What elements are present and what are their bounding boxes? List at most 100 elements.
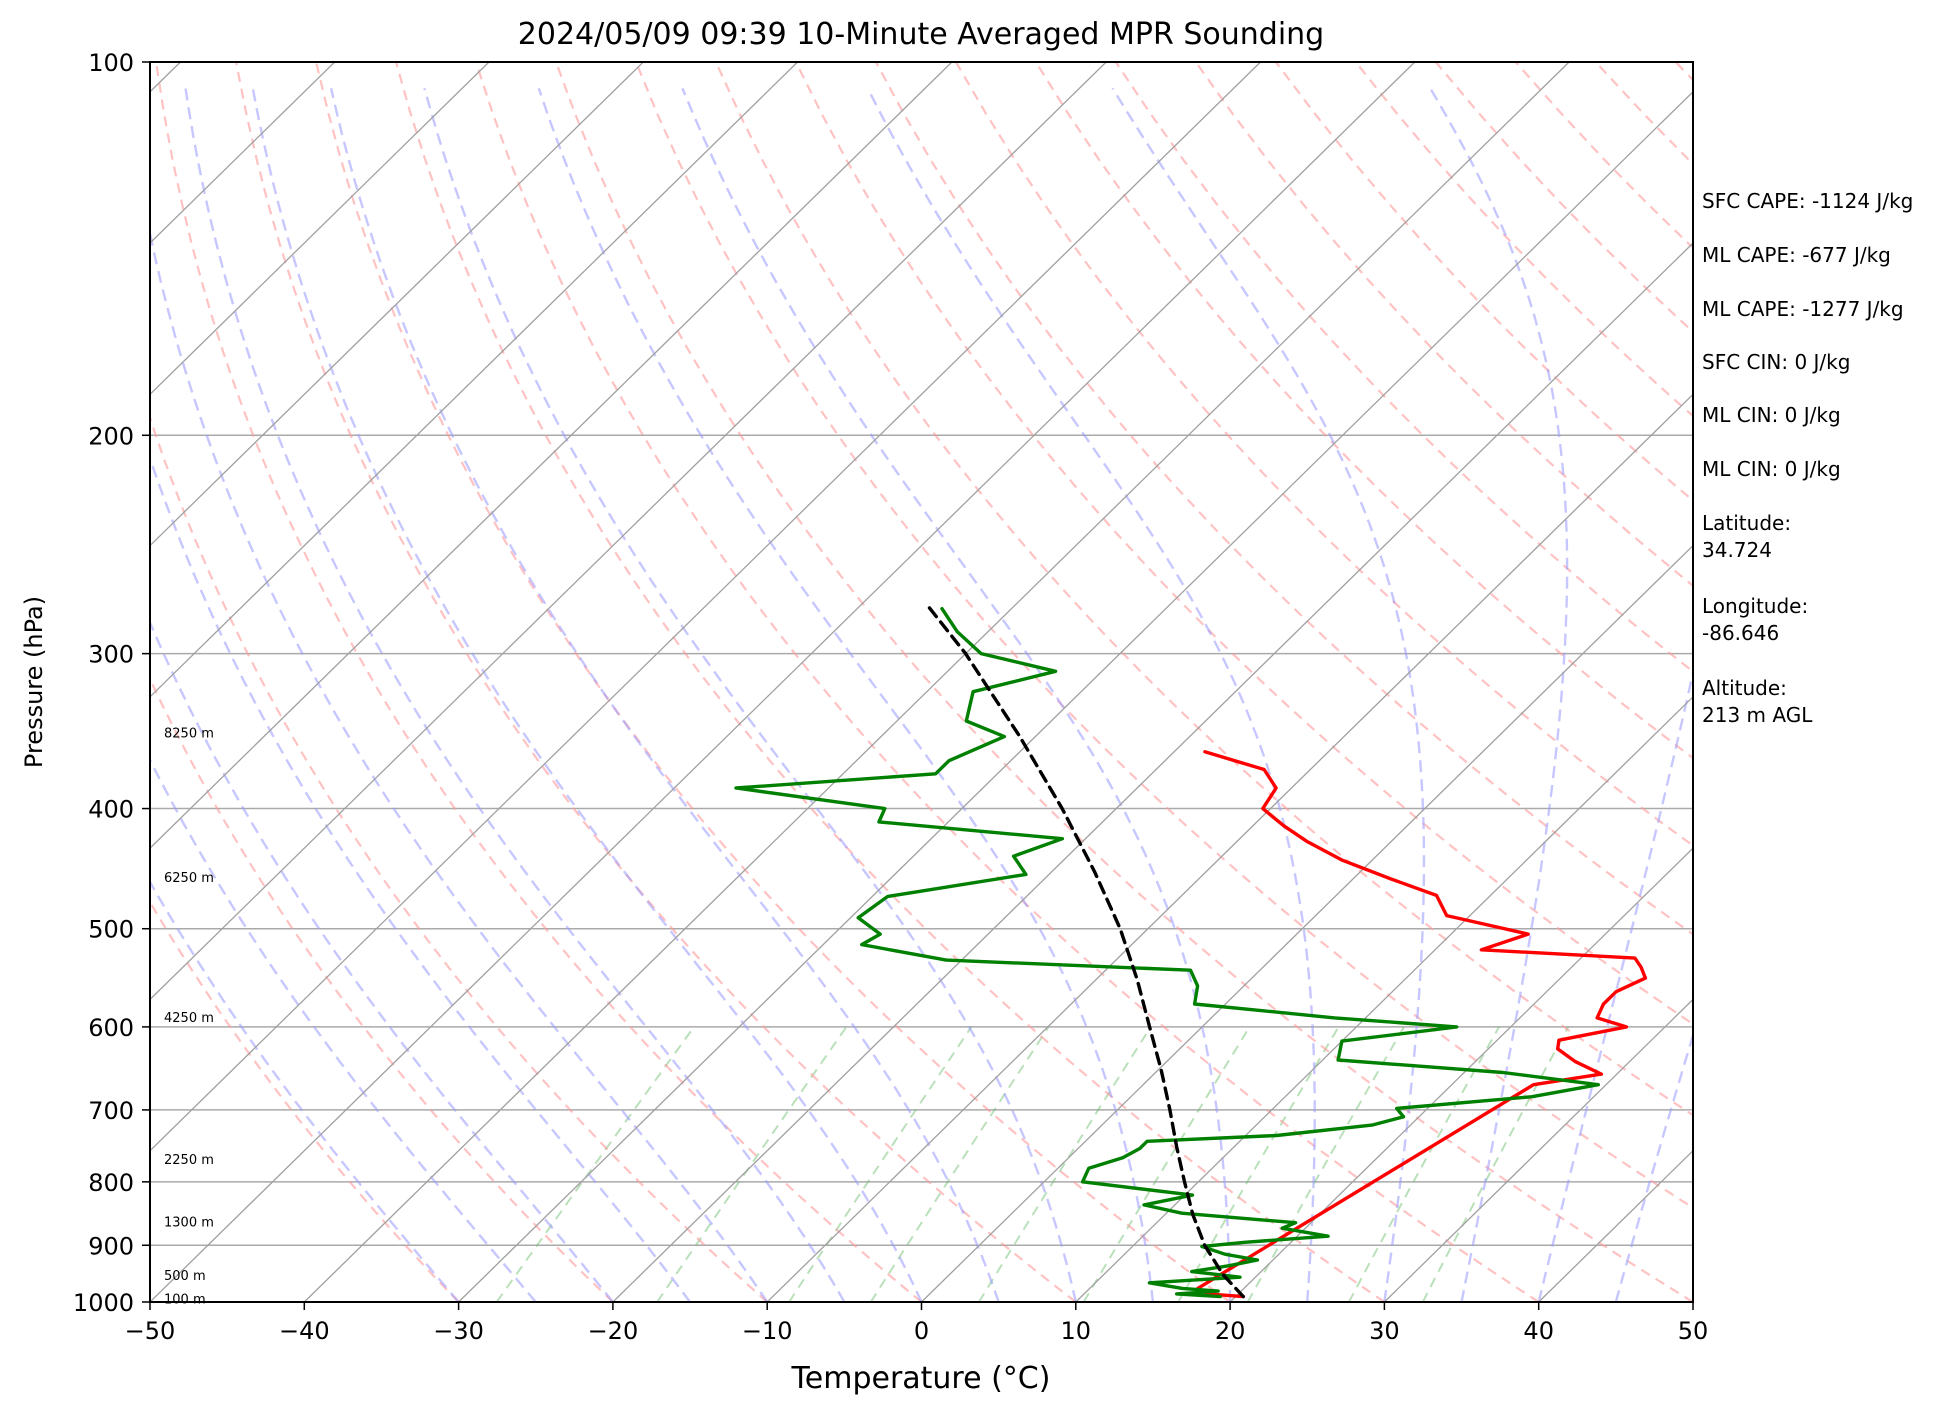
x-tick-label: 10 [1061, 1317, 1092, 1345]
isotherm-line [150, 62, 644, 547]
height-label: 1300 m [164, 1216, 214, 1231]
isotherm-line [150, 62, 799, 698]
moist-adiabat [150, 454, 691, 1302]
isotherm-line [150, 62, 490, 396]
dry-adiabat [874, 62, 1693, 936]
moist-adiabat [1111, 87, 1426, 1302]
isotherm-line [150, 62, 1261, 1152]
x-tick-label: 30 [1369, 1317, 1400, 1345]
altitude-text: Altitude: 213 m AGL [1702, 676, 1813, 727]
y-tick-label: 600 [88, 1014, 134, 1042]
dry-adiabat [554, 62, 1693, 1302]
x-tick-label: 0 [914, 1317, 929, 1345]
moist-adiabat [150, 879, 460, 1302]
dry-adiabat [954, 62, 1693, 847]
x-tick-label: 40 [1523, 1317, 1554, 1345]
isotherm-line [766, 393, 1693, 1302]
mixing-ratio-lines [495, 1026, 1570, 1302]
moist-adiabat [150, 619, 614, 1302]
dry-adiabat [315, 62, 1231, 1302]
moist-adiabat [681, 87, 1232, 1302]
y-axis-ticks: 100 200 300 400 500 600 700 800 900 1000 [73, 49, 150, 1317]
moist-adiabats [150, 87, 1693, 1302]
dry-adiabats [150, 62, 1693, 1302]
x-tick-label: −30 [433, 1317, 484, 1345]
mixing-ratio-line [656, 1026, 848, 1302]
y-tick-label: 300 [88, 641, 134, 669]
x-axis-label: Temperature (°C) [791, 1361, 1051, 1396]
latitude-text: Latitude: 34.724 [1702, 511, 1792, 562]
x-tick-label: −20 [588, 1317, 639, 1345]
dry-adiabat [150, 899, 460, 1302]
height-label: 8250 m [164, 727, 214, 742]
moist-adiabat [251, 88, 923, 1302]
dry-adiabat [394, 62, 1386, 1302]
dry-adiabat [474, 62, 1540, 1302]
profile-lines [734, 605, 1648, 1299]
y-tick-label: 400 [88, 796, 134, 824]
temperature-line [1196, 750, 1648, 1299]
dewpoint-line [734, 607, 1600, 1299]
dry-adiabat [714, 62, 1693, 1117]
dry-adiabat [155, 62, 923, 1302]
isobar-gridlines [150, 434, 1693, 1247]
isotherm-line [1383, 998, 1693, 1302]
isotherm-line [150, 62, 1416, 1302]
y-tick-label: 800 [88, 1169, 134, 1197]
moist-adiabat [329, 88, 1000, 1302]
moist-adiabat [150, 227, 769, 1302]
height-label: 6250 m [164, 871, 214, 886]
y-tick-label: 100 [88, 49, 134, 77]
y-tick-label: 900 [88, 1232, 134, 1260]
moist-adiabat [150, 757, 537, 1302]
x-tick-label: −10 [742, 1317, 793, 1345]
dry-adiabat [1114, 62, 1693, 673]
x-tick-label: −40 [279, 1317, 330, 1345]
skewed-isotherms [150, 62, 1693, 1302]
y-tick-label: 700 [88, 1097, 134, 1125]
ml-cape-text-2: ML CAPE: -1277 J/kg [1702, 297, 1904, 321]
height-labels: 8250 m 6250 m 4250 m 2250 m 1300 m 500 m 100 m [164, 727, 214, 1308]
height-label: 100 m [164, 1292, 206, 1307]
height-label: 2250 m [164, 1153, 214, 1168]
ml-cape-text: ML CAPE: -677 J/kg [1702, 243, 1891, 267]
y-axis-label: Pressure (hPa) [20, 596, 48, 768]
moist-adiabat [423, 87, 1077, 1302]
x-tick-label: −50 [125, 1317, 176, 1345]
dry-adiabat [794, 62, 1693, 1026]
isotherm-line [150, 62, 1107, 1001]
isotherm-line [1075, 695, 1693, 1302]
isotherm-line [150, 62, 953, 850]
isotherm-line [303, 62, 1570, 1302]
mixing-ratio-line [978, 1026, 1152, 1302]
parcel-path-line [926, 605, 1245, 1299]
x-tick-label: 20 [1215, 1317, 1246, 1345]
moist-adiabat [537, 87, 1155, 1302]
y-tick-label: 500 [88, 916, 134, 944]
mixing-ratio-line [869, 1026, 1050, 1302]
y-tick-label: 200 [88, 422, 134, 450]
chart-title: 2024/05/09 09:39 10-Minute Averaged MPR … [518, 17, 1324, 52]
height-label: 500 m [164, 1269, 206, 1284]
mixing-ratio-line [1348, 1026, 1500, 1302]
moist-adiabat [184, 88, 846, 1302]
isotherm-line [612, 242, 1693, 1302]
dry-adiabat [150, 414, 768, 1302]
moist-adiabat [1429, 87, 1569, 1302]
ml-cin-text: ML CIN: 0 J/kg [1702, 403, 1841, 427]
mixing-ratio-line [1082, 1026, 1251, 1302]
isotherm-line [1229, 847, 1693, 1302]
sfc-cin-text: SFC CIN: 0 J/kg [1702, 350, 1851, 374]
mixing-ratio-line [1177, 1026, 1340, 1302]
x-axis-ticks: −50 −40 −30 −20 −10 0 10 20 30 40 50 [125, 1302, 1709, 1345]
sfc-cape-text: SFC CAPE: -1124 J/kg [1702, 189, 1914, 213]
plot-frame [149, 61, 1694, 1303]
y-tick-label: 1000 [73, 1289, 134, 1317]
ml-cin-text-2: ML CIN: 0 J/kg [1702, 457, 1841, 481]
isotherm-line [150, 62, 336, 244]
dry-adiabat [235, 62, 1077, 1302]
isotherm-line [921, 544, 1693, 1302]
moist-adiabat [866, 87, 1316, 1302]
x-tick-label: 50 [1678, 1317, 1709, 1345]
